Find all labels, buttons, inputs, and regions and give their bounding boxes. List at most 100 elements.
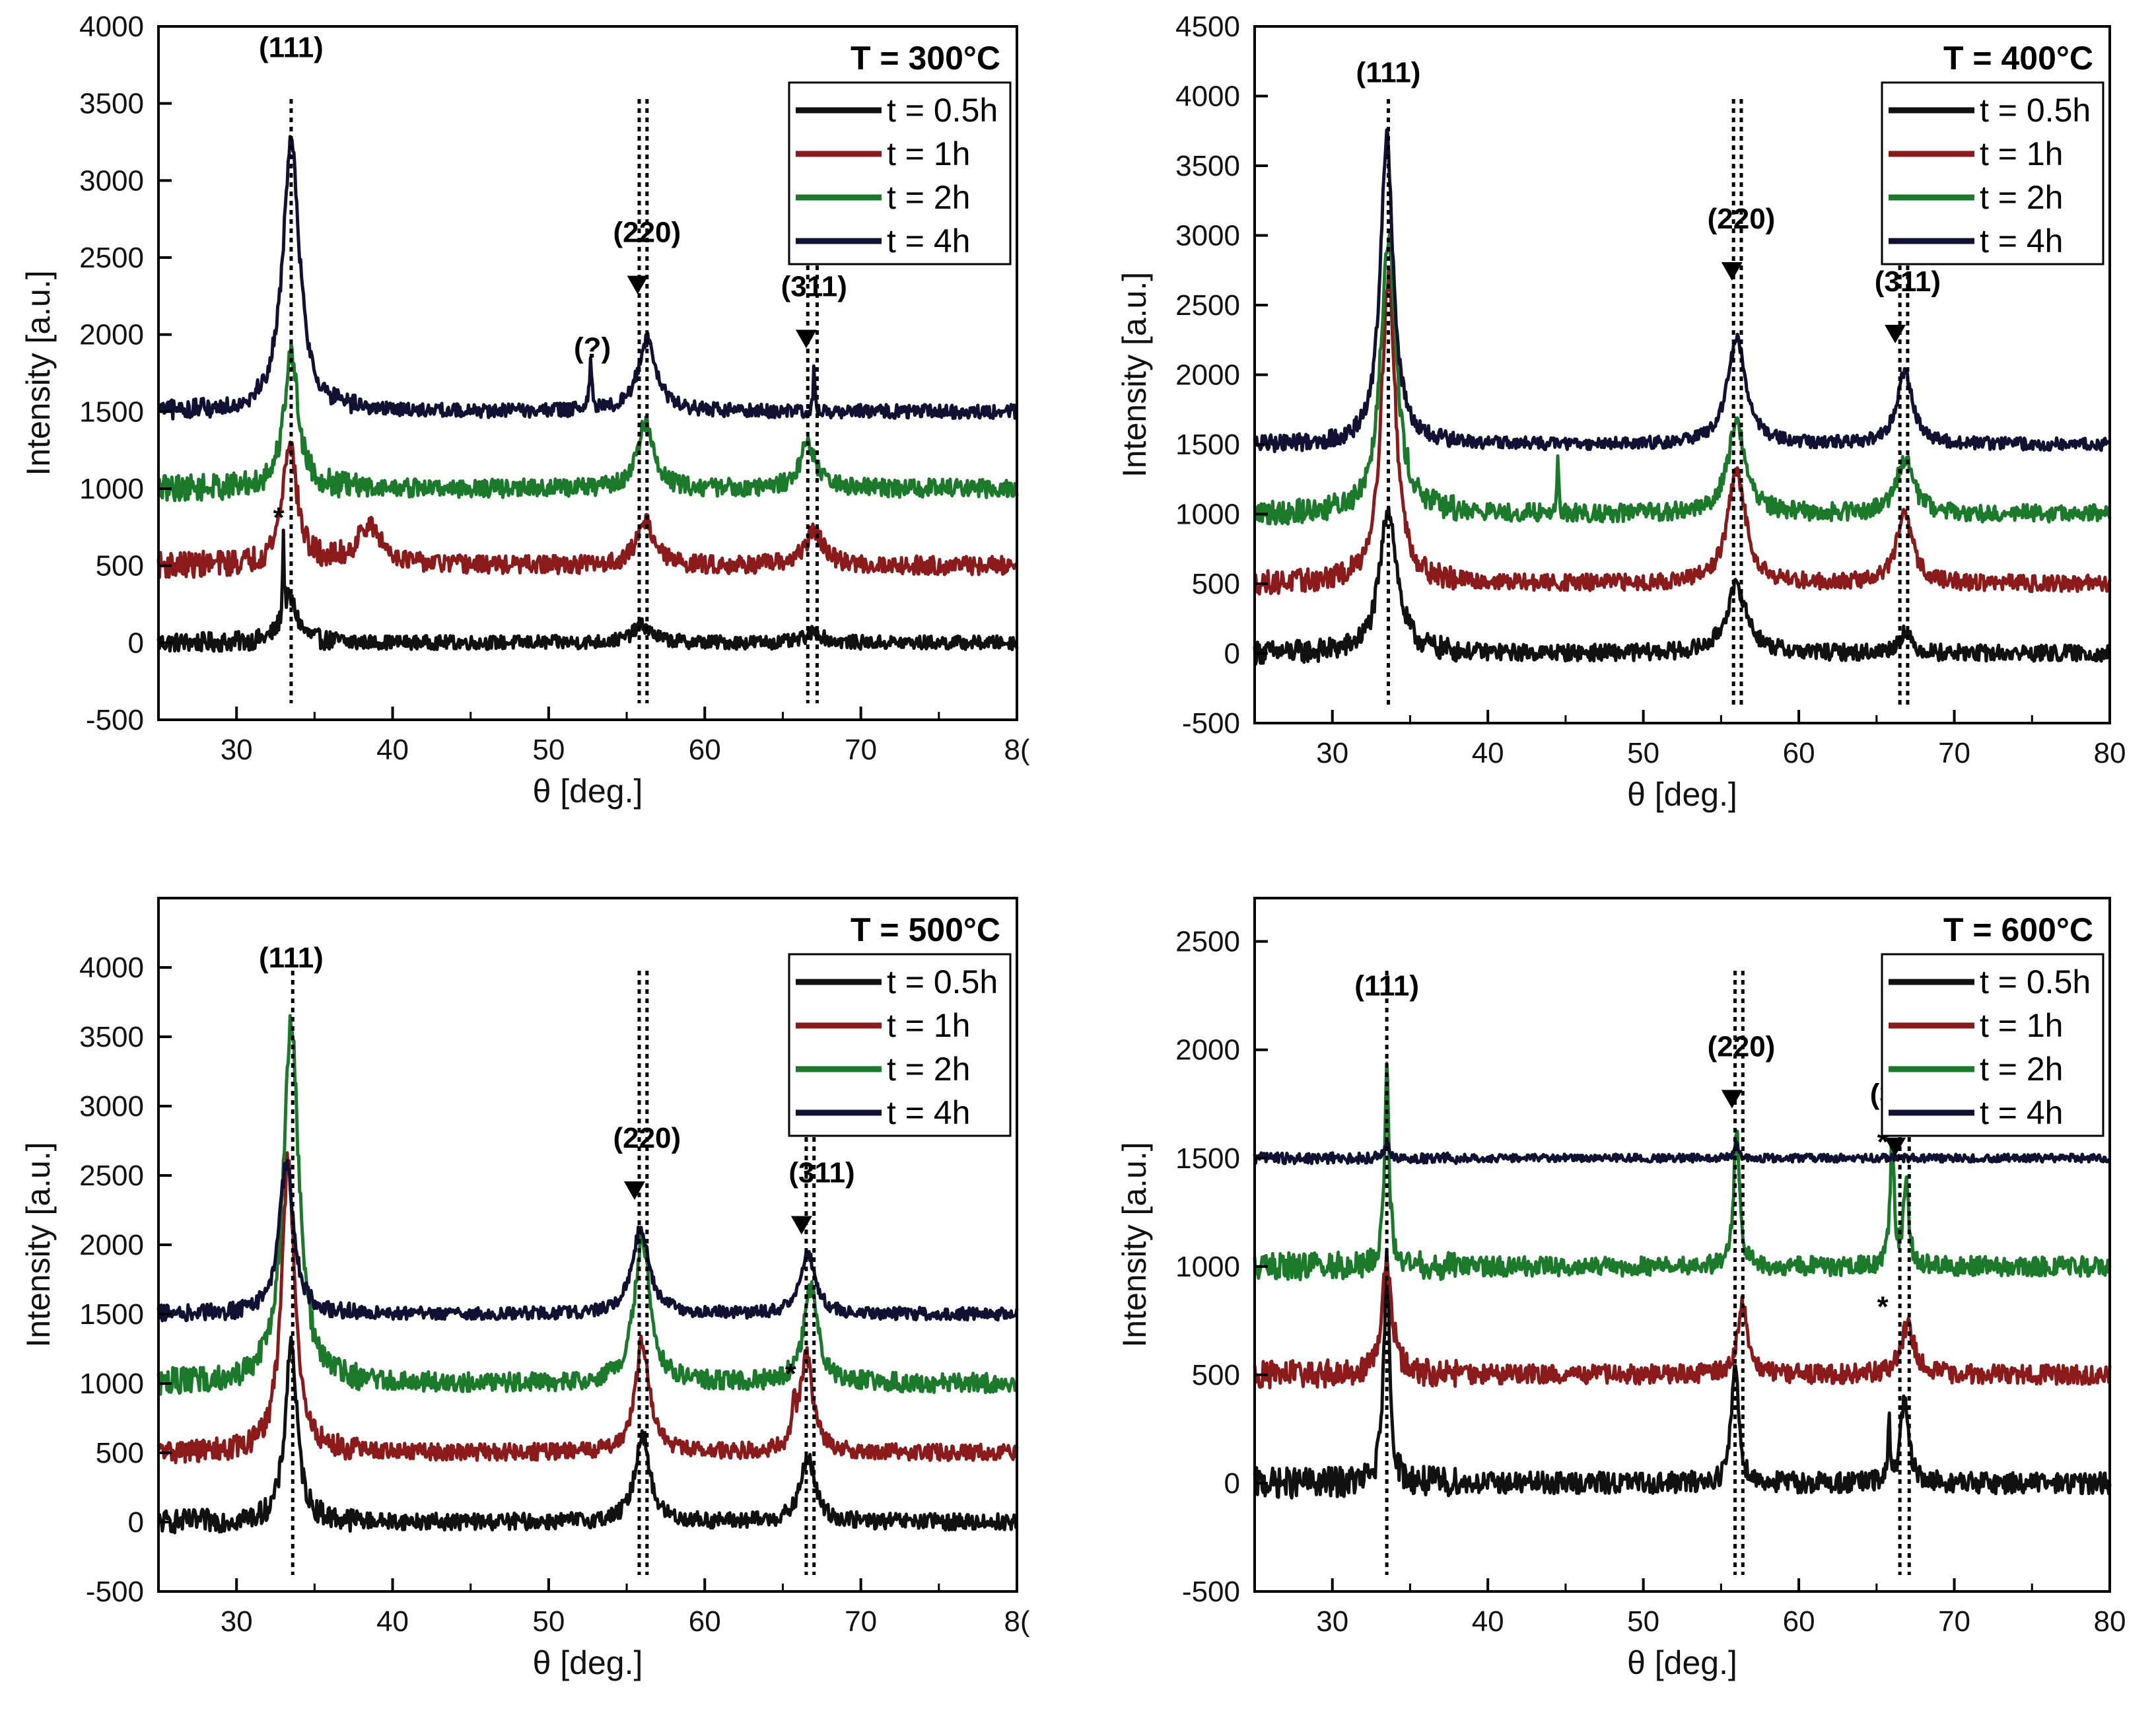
legend-entry: t = 4h	[1889, 1094, 2064, 1131]
x-tick-label: 40	[1472, 737, 1504, 769]
y-tick-label: 0	[1224, 1467, 1240, 1500]
legend-label: t = 1h	[887, 1007, 971, 1044]
peak-marker-triangle	[623, 1181, 645, 1200]
peak-label: (220)	[1708, 1031, 1776, 1063]
peak-label: (311)	[1875, 265, 1941, 298]
series-line	[157, 1335, 1019, 1535]
x-tick-label: 60	[689, 734, 721, 766]
panel-title: T = 300°C	[851, 40, 1000, 77]
legend-label: t = 1h	[1980, 1007, 2064, 1044]
legend-label: t = 2h	[1980, 1051, 2064, 1088]
y-tick-label: 2500	[79, 1160, 144, 1192]
legend-entry: t = 4h	[796, 1094, 971, 1131]
legend-label: t = 4h	[887, 223, 971, 260]
panel-600c: (111)(220)(311)** -500050010001500200025…	[1116, 897, 2126, 1681]
y-tick-label: 2000	[79, 1229, 144, 1261]
legend-label: t = 4h	[887, 1094, 971, 1131]
peak-label: (111)	[259, 32, 324, 64]
x-tick-label: 50	[1627, 1605, 1659, 1638]
y-tick-label: 2000	[79, 319, 144, 351]
y-tick-label: 2500	[1175, 926, 1240, 958]
panel-title: T = 400°C	[1943, 40, 2093, 77]
panel-500c: (111) (220) (311) * -500 0 500 1000 1500 2000 250…	[20, 897, 1030, 1681]
legend-label: t = 2h	[1980, 179, 2064, 216]
peak-label: (?)	[574, 332, 611, 365]
plot-frame	[157, 25, 1018, 721]
legend-entry: t = 0.5h	[796, 92, 998, 129]
peak-label: *	[785, 1358, 797, 1390]
y-tick-label: 0	[1224, 638, 1240, 670]
legend: T = 500°C t = 0.5h t = 1h t = 2h t = 4h	[788, 911, 1012, 1137]
peak-marker-triangle	[1721, 262, 1743, 281]
legend-entry: t = 2h	[796, 1051, 971, 1088]
series-line	[156, 1014, 1018, 1396]
y-axis-label: Intensity [a.u.]	[1116, 272, 1153, 477]
y-tick-label: 0	[128, 1506, 144, 1539]
x-tick-label: 60	[689, 1605, 721, 1638]
y-tick-label: 2500	[79, 242, 144, 274]
y-tick-label: 500	[96, 1437, 144, 1469]
y-axis-label: Intensity [a.u.]	[20, 270, 57, 475]
y-tick-label: -500	[1182, 1576, 1240, 1608]
y-tick-label: 1500	[79, 1298, 144, 1331]
x-tick-label: 30	[221, 734, 253, 766]
legend-entry: t = 2h	[1889, 179, 2064, 216]
series-line	[156, 528, 1019, 653]
y-tick-label: 4500	[1175, 11, 1240, 43]
legend-label: t = 4h	[1980, 1094, 2064, 1131]
x-axis-label: θ [deg.]	[533, 1644, 643, 1681]
legend: T = 300°C t = 0.5h t = 1h t = 2h t = 4h	[788, 40, 1012, 265]
y-tick-label: 1000	[79, 473, 144, 505]
x-tick-label: 70	[1938, 1605, 1970, 1638]
peak-label: (220)	[613, 217, 681, 249]
panel-300c: (111) (220) (311) (?) * -500 0 500 1000 1500 2000…	[20, 11, 1030, 810]
y-tick-label: 1500	[1175, 429, 1240, 461]
x-tick-label: 8(	[1004, 734, 1029, 766]
legend-entry: t = 0.5h	[1889, 92, 2091, 129]
legend: T = 400°C t = 0.5h t = 1h t = 2h t = 4h	[1881, 40, 2104, 265]
x-tick-label: 30	[1316, 1605, 1348, 1638]
x-tick-label: 70	[845, 1605, 877, 1638]
panel-title: T = 600°C	[1943, 911, 2093, 948]
x-tick-label: 40	[376, 734, 409, 766]
x-tick-label: 60	[1783, 737, 1815, 769]
legend-entry: t = 4h	[796, 223, 971, 260]
peak-marker-triangle	[790, 1216, 812, 1235]
legend-entry: t = 1h	[796, 1007, 971, 1044]
peak-marker-triangle	[1885, 1137, 1906, 1156]
x-tick-label: 50	[1627, 737, 1659, 769]
y-tick-label: -500	[86, 704, 144, 736]
legend-label: t = 0.5h	[1980, 963, 2091, 1000]
y-tick-label: 1500	[79, 396, 144, 428]
y-tick-label: 1000	[1175, 1251, 1240, 1283]
y-tick-label: 1500	[1175, 1142, 1240, 1175]
y-tick-label: -500	[1182, 707, 1240, 740]
legend-label: t = 1h	[1980, 135, 2064, 172]
x-tick-label: 60	[1783, 1605, 1815, 1638]
y-axis-label: Intensity [a.u.]	[20, 1142, 57, 1347]
y-tick-label: 1000	[1175, 499, 1240, 531]
peak-marker-triangle	[795, 330, 817, 349]
legend-label: t = 4h	[1980, 223, 2064, 260]
y-tick-label: 0	[128, 627, 144, 659]
legend-entry: t = 0.5h	[796, 963, 998, 1000]
series-line	[1253, 128, 2112, 454]
x-tick-label: 70	[1938, 737, 1970, 769]
x-tick-label: 40	[1472, 1605, 1504, 1638]
legend-entry: t = 1h	[1889, 1007, 2064, 1044]
y-tick-label: 500	[1192, 1359, 1240, 1391]
y-tick-label: 1000	[79, 1368, 144, 1400]
y-tick-label: -500	[86, 1576, 144, 1608]
peak-marker-triangle	[627, 275, 648, 295]
y-tick-label: 500	[1192, 568, 1240, 600]
legend-entry: t = 1h	[796, 135, 971, 172]
y-tick-label: 2000	[1175, 1034, 1240, 1066]
x-tick-label: 40	[376, 1605, 409, 1638]
x-tick-label: 30	[221, 1605, 253, 1638]
series-line	[1253, 1258, 2112, 1389]
x-tick-label: 80	[2094, 1605, 2126, 1638]
x-tick-label: 30	[1316, 737, 1348, 769]
series-line	[156, 1151, 1019, 1465]
legend-label: t = 1h	[887, 135, 971, 172]
